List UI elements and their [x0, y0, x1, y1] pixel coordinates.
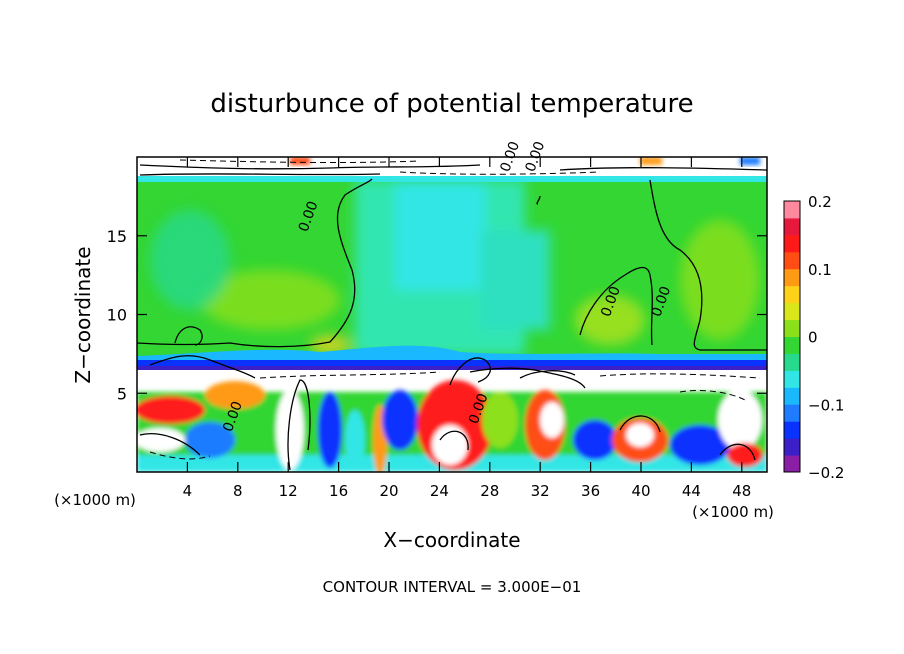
colorbar-swatch [784, 201, 800, 219]
contour-lines [137, 164, 767, 471]
y-tick-label: 10 [107, 306, 127, 325]
y-axis-label: Z−coordinate [71, 246, 95, 383]
colorbar-tick-label: 0 [808, 329, 818, 347]
x-tick-label: 28 [480, 482, 499, 500]
x-axis-label: X−coordinate [383, 528, 520, 552]
y-tick-label: 5 [117, 384, 127, 403]
contour-lines-dashed [149, 159, 761, 460]
colorbar: 0.2 0.1 0 −0.1 −0.2 [783, 193, 844, 482]
colorbar-tick-label: −0.2 [808, 464, 844, 482]
y-axis: 5 10 15 [107, 227, 767, 403]
colorbar-swatch [784, 302, 800, 321]
x-tick-label: 12 [279, 482, 298, 500]
x-unit-left: (×1000 m) [54, 491, 136, 509]
colorbar-swatch [784, 336, 800, 354]
colorbar-swatch [784, 370, 800, 388]
colorbar-swatch [784, 319, 800, 337]
colorbar-swatch [784, 353, 800, 371]
colorbar-swatch [784, 217, 800, 236]
x-tick-label: 8 [233, 482, 243, 500]
colorbar-swatch [784, 404, 800, 422]
chart-title: disturbunce of potential temperature [210, 89, 693, 119]
x-tick-label: 40 [631, 482, 650, 500]
colorbar-swatch [784, 268, 800, 287]
x-tick-label: 44 [682, 482, 701, 500]
colorbar-tick-label: −0.1 [808, 396, 844, 414]
colorbar-swatch [784, 421, 800, 439]
colorbar-swatch [784, 234, 800, 253]
y-tick-label: 15 [107, 227, 127, 246]
colorbar-tick-label: 0.2 [808, 193, 832, 211]
contour-interval-note: CONTOUR INTERVAL = 3.000E−01 [323, 578, 582, 596]
x-tick-label: 48 [732, 482, 751, 500]
colorbar-swatch [784, 387, 800, 405]
colorbar-swatch [784, 438, 800, 456]
colorbar-tick-label: 0.1 [808, 261, 832, 279]
x-unit-right: (×1000 m) [692, 503, 774, 521]
colorbar-swatch [784, 285, 800, 304]
x-tick-label: 4 [183, 482, 193, 500]
colorbar-swatch [784, 455, 800, 473]
colorbar-frame [783, 200, 801, 473]
x-axis: 4 8 12 16 20 24 28 32 36 40 44 48 [183, 157, 751, 500]
x-tick-label: 20 [379, 482, 398, 500]
colorbar-swatch [784, 251, 800, 270]
x-tick-label: 32 [531, 482, 550, 500]
x-tick-label: 36 [581, 482, 600, 500]
x-tick-label: 24 [430, 482, 449, 500]
x-tick-label: 16 [329, 482, 348, 500]
heatmap-field [137, 157, 767, 472]
